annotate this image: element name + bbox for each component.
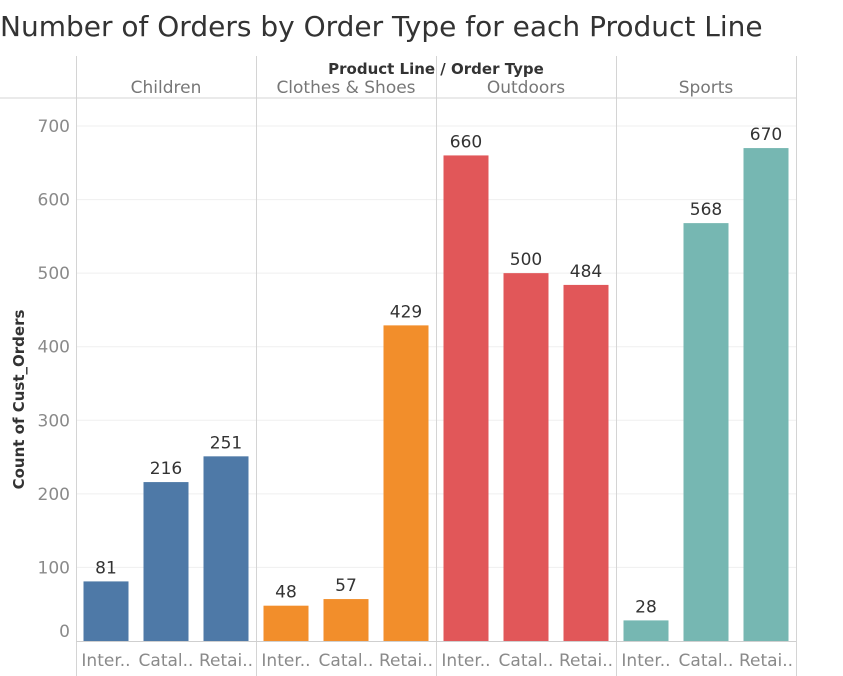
data-label: 48 xyxy=(275,583,297,603)
data-label: 660 xyxy=(450,132,482,152)
bar xyxy=(323,599,369,641)
x-tick-label: Catal.. xyxy=(319,651,374,671)
y-tick-label: 300 xyxy=(38,411,70,431)
data-label: 57 xyxy=(335,576,357,596)
bar xyxy=(143,482,189,641)
data-label: 251 xyxy=(210,433,242,453)
x-tick-label: Catal.. xyxy=(499,651,554,671)
y-tick-label: 200 xyxy=(38,485,70,505)
data-label: 28 xyxy=(635,597,657,617)
chart-title: Number of Orders by Order Type for each … xyxy=(0,10,763,43)
bar xyxy=(83,581,129,641)
y-axis-title: Count of Cust_Orders xyxy=(10,310,28,490)
data-label: 500 xyxy=(510,250,542,270)
bar xyxy=(443,155,489,641)
x-tick-label: Retai.. xyxy=(739,651,793,671)
y-tick-label: 100 xyxy=(38,558,70,578)
bar xyxy=(563,284,609,641)
y-tick-label: 700 xyxy=(38,117,70,137)
y-tick-label: 500 xyxy=(38,264,70,284)
bar xyxy=(263,605,309,641)
x-tick-label: Inter.. xyxy=(261,651,310,671)
x-tick-label: Catal.. xyxy=(139,651,194,671)
group-header-label: Clothes & Shoes xyxy=(276,78,415,98)
data-label: 484 xyxy=(570,262,602,282)
bar xyxy=(203,456,249,641)
bar xyxy=(383,325,429,641)
x-tick-label: Inter.. xyxy=(441,651,490,671)
x-tick-label: Catal.. xyxy=(679,651,734,671)
data-label: 429 xyxy=(390,302,422,322)
data-label: 81 xyxy=(95,558,117,578)
bar xyxy=(623,620,669,641)
y-tick-label: 600 xyxy=(38,191,70,211)
group-header-label: Children xyxy=(131,78,202,98)
group-header-label: Sports xyxy=(679,78,734,98)
y-tick-label: 400 xyxy=(38,338,70,358)
x-tick-label: Inter.. xyxy=(621,651,670,671)
bar xyxy=(683,223,729,641)
x-tick-label: Retai.. xyxy=(379,651,433,671)
data-label: 568 xyxy=(690,200,722,220)
x-tick-label: Inter.. xyxy=(81,651,130,671)
x-tick-label: Retai.. xyxy=(559,651,613,671)
data-label: 216 xyxy=(150,459,182,479)
bar xyxy=(743,148,789,642)
data-label: 670 xyxy=(750,125,782,145)
bar xyxy=(503,273,549,641)
group-header-label: Outdoors xyxy=(487,78,565,98)
x-tick-label: Retai.. xyxy=(199,651,253,671)
y-tick-label: 0 xyxy=(59,622,70,642)
